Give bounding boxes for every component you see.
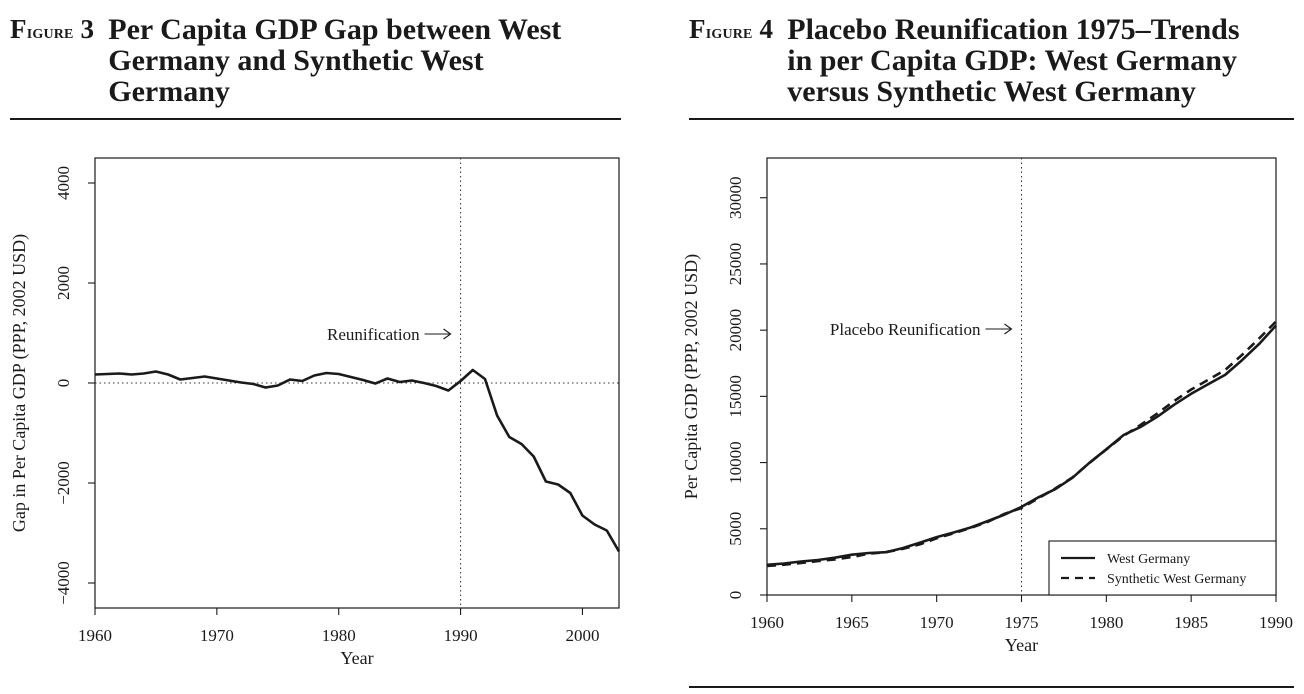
fig4-y-axis-label: Per Capita GDP (PPP, 2002 USD) (681, 254, 702, 499)
fig3-x-axis-label: Year (340, 648, 373, 668)
fig4-x-tick-label: 1970 (920, 613, 954, 632)
fig4-legend-frame (1048, 540, 1277, 596)
fig3-series-line-gap (94, 368, 621, 553)
figure4-title: Placebo Reunification 1975–Trends in per… (787, 13, 1240, 108)
fig3-y-tick-label: 4000 (54, 166, 73, 200)
fig3-x-tick-label: 1990 (444, 626, 478, 645)
fig3-y-axis-label: Gap in Per Capita GDP (PPP, 2002 USD) (9, 234, 30, 532)
fig4-y-tick-label: 25000 (726, 243, 745, 286)
fig3-x-tick-label: 2000 (565, 626, 599, 645)
fig4-series-line-synthetic-west-germany (766, 320, 1277, 568)
fig3-x-tick-label: 1980 (322, 626, 356, 645)
fig4-x-tick-label: 1965 (835, 613, 869, 632)
figure4-label-text: Figure 4 (689, 14, 774, 44)
fig3-annotation-label: Reunification (327, 325, 420, 344)
fig4-y-tick-label: 30000 (726, 176, 745, 219)
fig4-y-tick-label: 0 (726, 591, 745, 600)
fig4-annotation-arrow-head (1004, 323, 1013, 335)
fig4-x-tick-label: 1980 (1089, 613, 1123, 632)
fig3-y-tick-label: −2000 (54, 461, 73, 505)
figure3-header: Figure 3 Per Capita GDP Gap between West… (10, 14, 583, 107)
fig4-x-tick-label: 1975 (1005, 613, 1039, 632)
fig4-y-tick-label: 10000 (726, 441, 745, 484)
fig4-x-tick-label: 1985 (1174, 613, 1208, 632)
fig3-x-tick-label: 1970 (200, 626, 234, 645)
figure4-header: Figure 4 Placebo Reunification 1975–Tren… (689, 14, 1267, 107)
figure4-label: Figure 4 (689, 14, 773, 45)
fig4-y-tick-label: 20000 (726, 309, 745, 352)
figure4-bottom-rule (689, 686, 1294, 688)
fig4-annotation-label: Placebo Reunification (830, 320, 981, 339)
fig4-legend-entry: Synthetic West Germany (1107, 572, 1246, 587)
fig3-y-tick-label: −4000 (54, 561, 73, 605)
fig4-y-tick-label: 5000 (726, 512, 745, 546)
figure4-top-rule (689, 118, 1294, 120)
fig4-y-tick-label: 15000 (726, 375, 745, 418)
fig4-chart: 1960 1965 1970 1975 1980 1985 1990 0 5000 10000 15… (681, 157, 1293, 655)
fig3-annotation-arrow-head (443, 328, 452, 340)
figure3-label: Figure 3 (10, 14, 94, 45)
figure3-title: Per Capita GDP Gap between West Germany … (108, 13, 562, 108)
fig4-x-tick-label: 1990 (1259, 613, 1293, 632)
fig4-legend-entry: West Germany (1107, 552, 1190, 567)
fig3-x-tick-label: 1960 (78, 626, 112, 645)
fig3-chart: 1960 1970 1980 1990 2000 −4000 −2000 0 2000 4000 Y… (9, 157, 621, 668)
figure3-top-rule (10, 118, 621, 120)
fig3-y-tick-label: 0 (54, 379, 73, 388)
fig4-x-tick-label: 1960 (750, 613, 784, 632)
fig4-x-axis-label: Year (1005, 635, 1038, 655)
fig4-legend: West Germany Synthetic West Germany (1048, 540, 1277, 596)
fig4-plot-frame (766, 157, 1277, 596)
figure3-label-text: Figure 3 (10, 14, 95, 44)
fig3-y-tick-label: 2000 (54, 266, 73, 300)
